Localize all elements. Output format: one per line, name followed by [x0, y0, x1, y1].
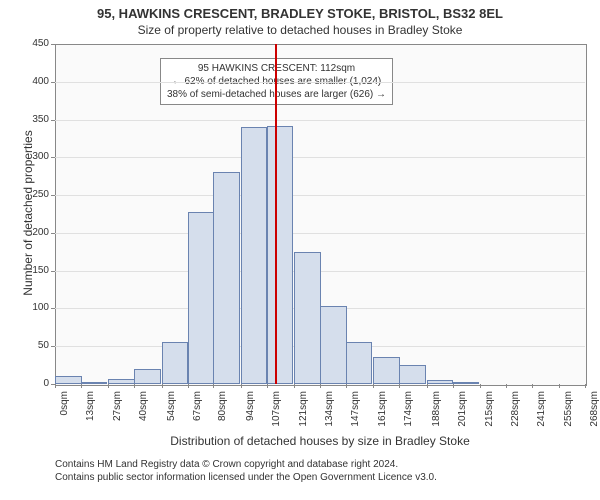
y-tick — [51, 157, 55, 158]
histogram-bar — [453, 382, 480, 384]
x-tick — [506, 384, 507, 388]
gridline — [55, 233, 585, 234]
chart-subtitle: Size of property relative to detached ho… — [0, 21, 600, 37]
y-tick-label: 150 — [21, 265, 49, 276]
y-tick — [51, 82, 55, 83]
x-tick-label: 40sqm — [138, 391, 149, 431]
x-tick — [480, 384, 481, 388]
x-tick — [213, 384, 214, 388]
x-tick — [559, 384, 560, 388]
x-tick-label: 134sqm — [324, 391, 335, 431]
gridline — [55, 195, 585, 196]
x-tick-label: 94sqm — [245, 391, 256, 431]
y-tick — [51, 271, 55, 272]
y-tick-label: 250 — [21, 189, 49, 200]
chart-title: 95, HAWKINS CRESCENT, BRADLEY STOKE, BRI… — [0, 0, 600, 21]
x-tick-label: 228sqm — [510, 391, 521, 431]
x-tick — [294, 384, 295, 388]
x-tick — [585, 384, 586, 388]
histogram-bar — [162, 342, 189, 384]
gridline — [55, 120, 585, 121]
y-tick — [51, 308, 55, 309]
histogram-bar — [188, 212, 215, 384]
histogram-bar — [427, 380, 454, 384]
x-tick-label: 268sqm — [589, 391, 600, 431]
histogram-bar — [55, 376, 82, 384]
y-tick — [51, 120, 55, 121]
x-tick-label: 13sqm — [85, 391, 96, 431]
gridline — [55, 157, 585, 158]
y-tick-label: 450 — [21, 38, 49, 49]
y-tick — [51, 233, 55, 234]
x-tick — [162, 384, 163, 388]
x-tick — [81, 384, 82, 388]
footer-line-2: Contains public sector information licen… — [55, 471, 437, 484]
x-tick — [320, 384, 321, 388]
histogram-bar — [373, 357, 400, 384]
y-tick — [51, 44, 55, 45]
y-tick-label: 0 — [21, 378, 49, 389]
histogram-bar — [399, 365, 426, 384]
histogram-bar — [346, 342, 373, 384]
y-axis-label: Number of detached properties — [21, 123, 35, 303]
histogram-bar — [108, 379, 135, 384]
x-tick — [241, 384, 242, 388]
y-tick-label: 300 — [21, 151, 49, 162]
y-tick-label: 350 — [21, 114, 49, 125]
marker-line — [275, 44, 277, 384]
gridline — [55, 82, 585, 83]
x-tick-label: 80sqm — [217, 391, 228, 431]
x-tick — [373, 384, 374, 388]
x-tick-label: 0sqm — [59, 391, 70, 431]
histogram-bar — [213, 172, 240, 384]
x-tick-label: 161sqm — [377, 391, 388, 431]
x-tick — [134, 384, 135, 388]
x-tick — [267, 384, 268, 388]
y-tick — [51, 195, 55, 196]
histogram-bar — [320, 306, 347, 384]
histogram-bar — [134, 369, 161, 384]
x-tick-label: 147sqm — [350, 391, 361, 431]
y-tick-label: 200 — [21, 227, 49, 238]
y-tick-label: 50 — [21, 340, 49, 351]
y-tick-label: 100 — [21, 302, 49, 313]
x-tick-label: 121sqm — [298, 391, 309, 431]
histogram-bar — [267, 126, 294, 384]
y-tick — [51, 346, 55, 347]
x-tick-label: 174sqm — [403, 391, 414, 431]
x-tick-label: 67sqm — [192, 391, 203, 431]
histogram-bar — [294, 252, 321, 384]
y-tick-label: 400 — [21, 76, 49, 87]
footer-line-1: Contains HM Land Registry data © Crown c… — [55, 458, 437, 471]
x-tick — [108, 384, 109, 388]
histogram-bar — [81, 382, 108, 384]
x-tick — [55, 384, 56, 388]
x-tick — [346, 384, 347, 388]
x-tick — [453, 384, 454, 388]
x-tick — [427, 384, 428, 388]
x-tick-label: 188sqm — [431, 391, 442, 431]
histogram-bar — [241, 127, 268, 384]
x-axis-label: Distribution of detached houses by size … — [55, 434, 585, 448]
x-tick — [532, 384, 533, 388]
x-tick-label: 215sqm — [484, 391, 495, 431]
x-tick-label: 107sqm — [271, 391, 282, 431]
x-tick-label: 241sqm — [536, 391, 547, 431]
x-tick-label: 27sqm — [112, 391, 123, 431]
x-tick-label: 255sqm — [563, 391, 574, 431]
footer: Contains HM Land Registry data © Crown c… — [55, 458, 437, 484]
x-tick — [399, 384, 400, 388]
chart-container: 95, HAWKINS CRESCENT, BRADLEY STOKE, BRI… — [0, 0, 600, 500]
x-tick-label: 201sqm — [457, 391, 468, 431]
x-tick-label: 54sqm — [166, 391, 177, 431]
x-tick — [188, 384, 189, 388]
